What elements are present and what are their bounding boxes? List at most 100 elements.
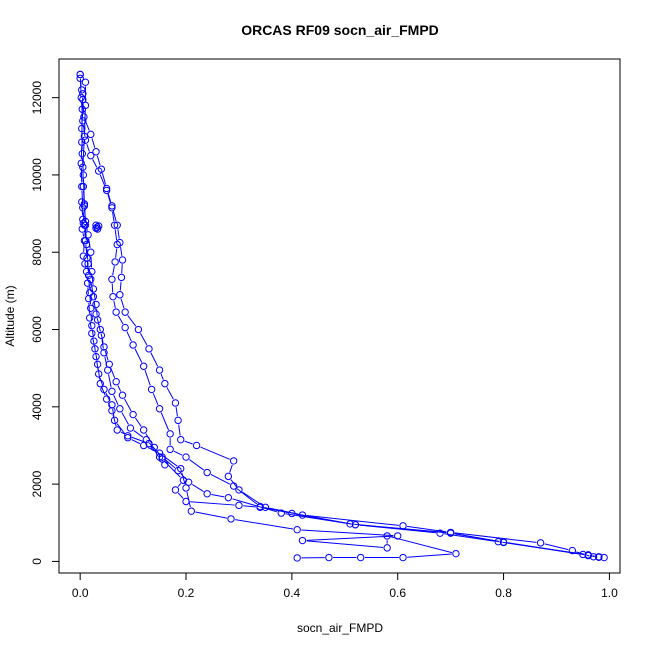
series-segment (117, 315, 124, 325)
data-point (494, 537, 502, 546)
data-point (161, 379, 169, 388)
series-segment (82, 233, 85, 237)
series-segment (120, 298, 125, 309)
y-tick-label: 12000 (30, 81, 44, 115)
series-segment (177, 492, 184, 499)
series-segment (306, 535, 394, 541)
data-point (108, 202, 116, 210)
data-point (383, 544, 391, 552)
data-point (81, 260, 89, 268)
data-point (109, 292, 117, 301)
series-segment (586, 554, 590, 557)
data-point (118, 391, 127, 399)
data-point (78, 198, 86, 206)
series-segment (115, 248, 118, 258)
data-point (155, 366, 164, 374)
data-point (113, 240, 121, 249)
data-point (229, 457, 238, 465)
x-axis: 0.0 0.2 0.4 0.6 0.8 1.0 (72, 573, 618, 600)
series-segment (107, 194, 112, 204)
series-segment (99, 174, 106, 187)
series-segment (243, 505, 256, 508)
series-segment (81, 190, 84, 204)
series-segment (97, 368, 101, 380)
data-point (117, 273, 126, 282)
data-point (89, 292, 98, 301)
series-segment (162, 455, 178, 467)
series-segment (96, 155, 101, 166)
data-point (96, 379, 104, 388)
series-segment (160, 373, 164, 380)
series-segment (242, 491, 263, 506)
data-point (139, 441, 148, 450)
data-point (93, 360, 102, 369)
data-point (446, 529, 455, 537)
data-point (102, 395, 111, 403)
data-point (177, 435, 185, 444)
y-tick-label: 4000 (30, 393, 44, 420)
series-segment (133, 430, 144, 438)
data-point (356, 553, 365, 562)
series-segment (120, 246, 123, 256)
series-segment (189, 459, 205, 471)
data-point (129, 341, 137, 349)
data-point (436, 529, 444, 537)
series-segment (126, 331, 132, 342)
data-point (139, 362, 148, 370)
series-segment (178, 424, 181, 436)
data-point (182, 453, 190, 461)
data-point (174, 416, 182, 425)
series-segment (96, 360, 99, 370)
y-axis-label: Altitude (m) (3, 285, 17, 346)
series-segment (124, 398, 132, 412)
series-segment (139, 332, 148, 346)
data-point (110, 416, 119, 425)
data-point (80, 113, 88, 121)
x-tick-label: 1.0 (601, 586, 618, 600)
series-segment (113, 300, 116, 309)
data-point (256, 503, 264, 512)
series-segment (200, 446, 230, 460)
series-segment (88, 279, 90, 289)
data-point (116, 291, 124, 299)
series-segment (112, 408, 115, 417)
data-point (79, 117, 87, 125)
series-segment (211, 494, 225, 498)
data-point (325, 553, 333, 562)
series-segment (150, 352, 159, 367)
series-segment (81, 206, 84, 216)
data-point (112, 377, 120, 386)
series-segment (180, 473, 187, 480)
series-segment (117, 385, 122, 392)
series-segment (121, 264, 123, 274)
series-segment (91, 138, 96, 148)
data-point (113, 426, 121, 434)
series-segment (407, 553, 452, 558)
x-tick-label: 0.8 (495, 586, 512, 600)
series-5 (77, 105, 460, 562)
series-segment (107, 402, 111, 408)
data-point (93, 225, 102, 233)
data-point (108, 204, 116, 212)
data-point (298, 536, 307, 545)
series-segment (98, 323, 101, 332)
y-tick-label: 6000 (30, 316, 44, 343)
series-segment (210, 473, 231, 485)
data-point (80, 236, 89, 245)
data-point (110, 221, 119, 229)
data-point (112, 308, 120, 316)
series-segment (236, 488, 258, 505)
data-point (108, 387, 116, 396)
series-segment (89, 322, 92, 330)
data-point (600, 553, 608, 562)
data-point (79, 252, 88, 260)
y-tick-label: 2000 (30, 470, 44, 497)
series-segment (112, 414, 117, 427)
data-point (82, 267, 91, 276)
series-segment (175, 407, 178, 417)
data-point (145, 345, 153, 353)
data-point (108, 406, 116, 415)
series-segment (91, 329, 94, 338)
data-point (155, 405, 164, 413)
data-point (399, 553, 407, 562)
